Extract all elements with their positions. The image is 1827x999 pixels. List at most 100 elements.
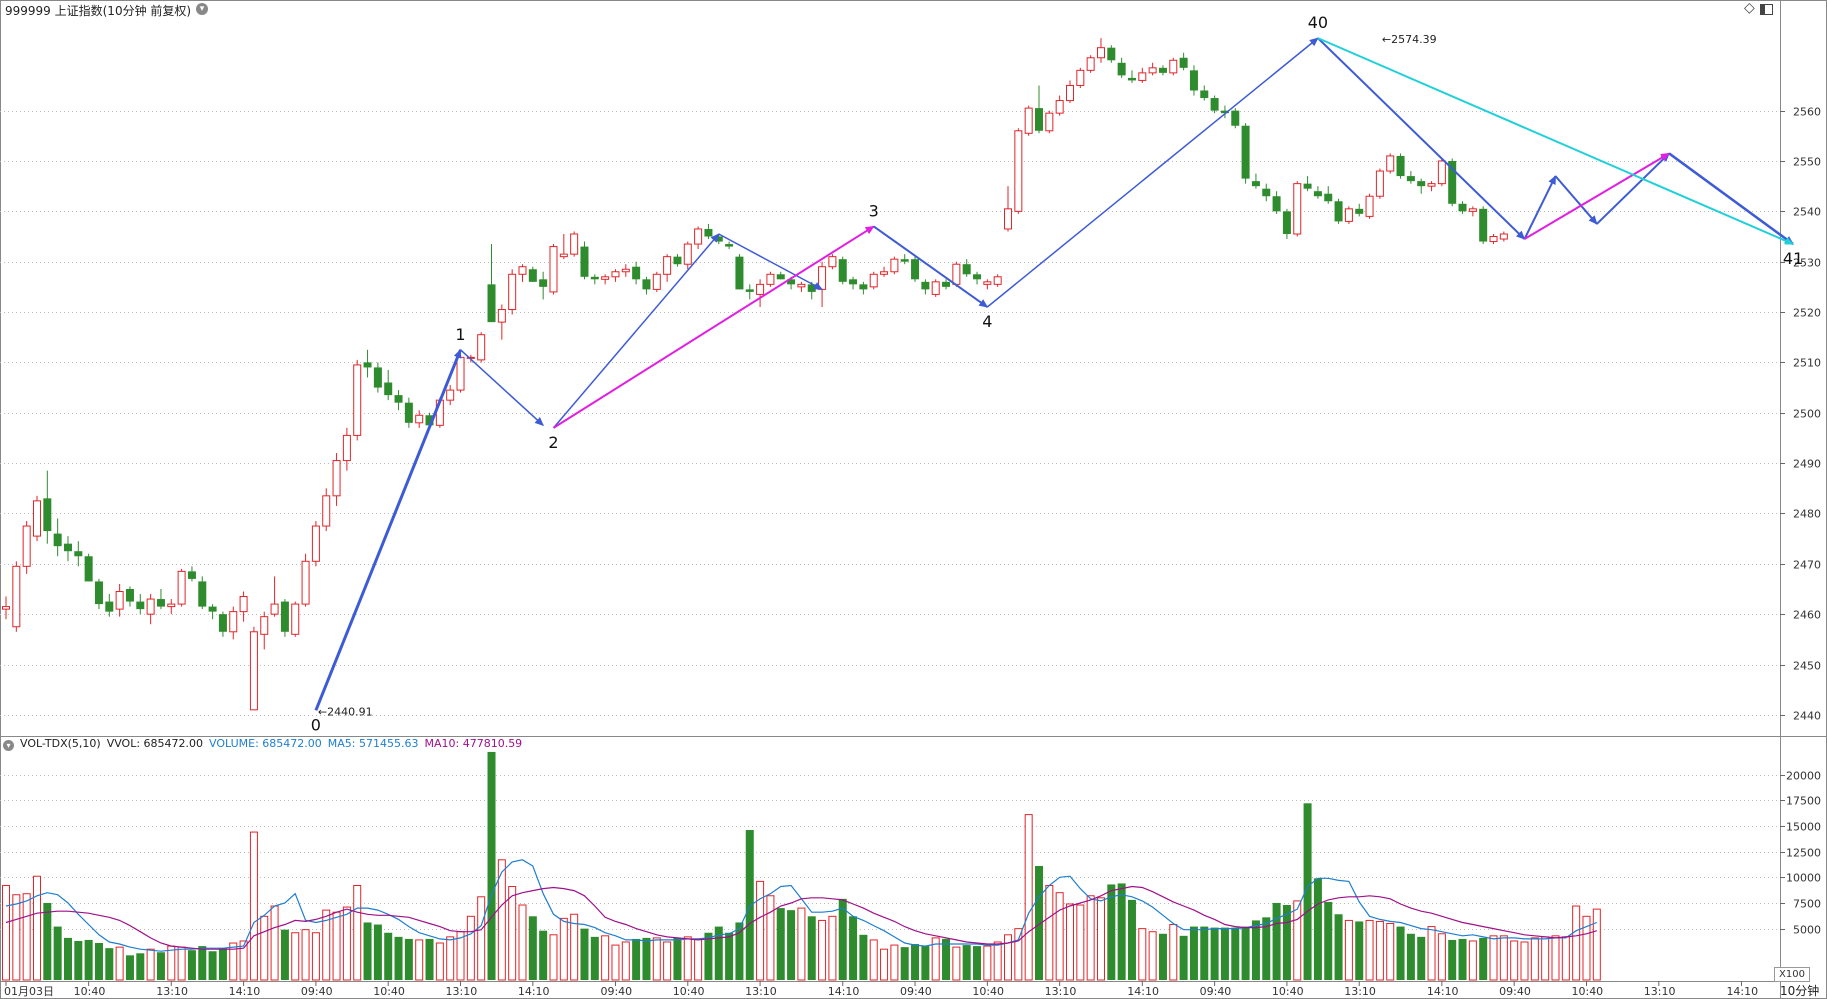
candle-body	[239, 596, 248, 613]
time-tick-label: 13:10	[1644, 985, 1676, 998]
candle	[1086, 55, 1095, 73]
candle-body	[487, 284, 496, 323]
volume-bar	[291, 932, 300, 981]
candle	[911, 256, 920, 282]
candle-body	[198, 581, 207, 607]
candle-body	[12, 565, 21, 628]
candle	[539, 271, 548, 300]
candle-body	[53, 533, 62, 547]
ma10-line	[5, 885, 1597, 950]
candle	[446, 385, 455, 406]
chevron-down-icon[interactable]: ▾	[196, 3, 208, 15]
time-tick-label: 10:40	[972, 985, 1004, 998]
candle	[1231, 108, 1240, 129]
volume-bar	[652, 937, 661, 981]
candle-body	[931, 281, 940, 295]
volume-bar	[198, 946, 207, 980]
candle-body	[291, 603, 300, 635]
time-tick-label: 14:10	[1427, 985, 1459, 998]
candle-body	[1344, 208, 1353, 222]
candle	[642, 276, 651, 295]
candle-body	[942, 281, 951, 287]
price-tick-label: 2540	[1793, 206, 1821, 219]
volume-bar	[1365, 919, 1374, 981]
candle-body	[497, 309, 506, 323]
chevron-down-icon[interactable]: ▾	[3, 740, 14, 751]
candle	[1251, 173, 1260, 189]
candle-body	[218, 614, 227, 632]
volume-bar	[363, 922, 372, 980]
candle	[487, 244, 496, 323]
volume-bar	[962, 945, 971, 980]
volume-bar	[869, 939, 878, 981]
candle	[518, 264, 527, 282]
volume-bar	[1541, 936, 1550, 981]
volume-bar	[1520, 941, 1529, 981]
candle	[249, 626, 258, 711]
candle	[12, 561, 21, 632]
candle	[1220, 105, 1229, 119]
vvol-value: VVOL: 685472.00	[106, 737, 204, 750]
candle	[601, 274, 610, 285]
candle	[1055, 95, 1064, 116]
wave-line	[873, 225, 989, 308]
volume-bar	[53, 926, 62, 980]
volume-bar	[1004, 934, 1013, 981]
candle	[621, 264, 630, 277]
time-tick-label: 13:10	[1344, 985, 1376, 998]
timeframe-selector[interactable]: 10分钟	[1780, 984, 1820, 998]
volume-tick-label: 5000	[1793, 924, 1821, 937]
candle-body	[952, 263, 961, 285]
volume-bar	[1045, 884, 1054, 981]
candle	[32, 495, 41, 542]
diamond-icon[interactable]: ◇	[1744, 0, 1755, 16]
candle-body	[177, 570, 186, 605]
time-axis: 01月03日 10:40 13:10 14:10 09:40 10:40 13:10 14:1…	[4, 981, 1758, 998]
volume-bar	[921, 946, 930, 980]
candle	[167, 599, 176, 615]
price-tick-label: 2520	[1793, 307, 1821, 320]
time-tick-label: 14:10	[828, 985, 860, 998]
candle-body	[828, 256, 837, 268]
candle	[849, 276, 858, 290]
candle	[363, 349, 372, 378]
candle	[301, 553, 310, 607]
candle	[1344, 206, 1353, 224]
volume-bar	[1313, 878, 1322, 980]
candle-body	[167, 603, 176, 608]
candle-body	[1055, 100, 1064, 114]
candle	[1334, 198, 1343, 224]
volume-bar	[983, 945, 992, 981]
candle-body	[1406, 176, 1415, 182]
volume-bar	[601, 935, 610, 981]
volume-tick-label: 7500	[1793, 898, 1821, 911]
candle	[1458, 201, 1467, 214]
wave-lines	[314, 37, 1795, 711]
wave-line	[1317, 37, 1526, 240]
candle-body	[993, 276, 1002, 285]
panel-icon[interactable]	[1760, 4, 1773, 15]
candle	[1138, 67, 1147, 83]
candle-body	[508, 273, 517, 311]
candle	[869, 271, 878, 290]
volume-bar	[466, 915, 475, 981]
candle-body	[518, 266, 527, 275]
candle-body	[363, 362, 372, 368]
candle-body	[1479, 208, 1488, 242]
volume-bar	[1479, 937, 1488, 980]
candle	[1324, 186, 1333, 204]
candle	[105, 594, 114, 617]
candle	[828, 254, 837, 270]
volume-bar	[353, 884, 362, 981]
candle-body	[1024, 107, 1033, 134]
volume-bar	[167, 945, 176, 981]
ma5-value: MA5: 571455.63	[327, 737, 419, 750]
candle	[2, 596, 10, 620]
candle	[766, 271, 775, 287]
volume-bar	[621, 941, 630, 981]
candle-body	[921, 281, 930, 290]
volume-bar	[590, 936, 599, 980]
candle-body	[1096, 47, 1105, 59]
volume-bar	[280, 929, 289, 980]
